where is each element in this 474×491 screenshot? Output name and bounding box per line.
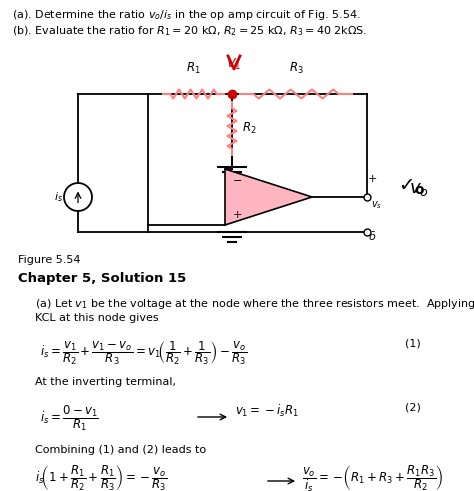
- Text: At the inverting terminal,: At the inverting terminal,: [35, 377, 176, 387]
- Polygon shape: [225, 169, 312, 225]
- Text: $v_s$: $v_s$: [372, 199, 383, 211]
- Text: (a) Let $v_1$ be the voltage at the node where the three resistors meet.  Applyi: (a) Let $v_1$ be the voltage at the node…: [35, 297, 474, 311]
- Text: $i_s = \dfrac{v_1}{R_2} + \dfrac{v_1 - v_o}{R_3} = v_1\!\left(\dfrac{1}{R_2} + \: $i_s = \dfrac{v_1}{R_2} + \dfrac{v_1 - v…: [40, 339, 247, 367]
- Text: $\checkmark_\mathbf{o}$: $\checkmark_\mathbf{o}$: [398, 177, 426, 197]
- Text: (2): (2): [405, 403, 421, 413]
- Text: $i_s = \dfrac{0 - v_1}{R_1}$: $i_s = \dfrac{0 - v_1}{R_1}$: [40, 403, 99, 433]
- Text: $+$: $+$: [232, 210, 242, 220]
- Text: $R_2$: $R_2$: [242, 121, 256, 136]
- Text: $\dfrac{v_o}{i_s} = -\!\left(R_1 + R_3 + \dfrac{R_1 R_3}{R_2}\right)$: $\dfrac{v_o}{i_s} = -\!\left(R_1 + R_3 +…: [302, 463, 443, 491]
- Text: KCL at this node gives: KCL at this node gives: [35, 313, 159, 323]
- Text: $R_3$: $R_3$: [289, 61, 303, 76]
- Text: Chapter 5, Solution 15: Chapter 5, Solution 15: [18, 272, 186, 285]
- Text: $i_s\!\left(1 + \dfrac{R_1}{R_2} + \dfrac{R_1}{R_3}\right) = -\dfrac{v_o}{R_3}$: $i_s\!\left(1 + \dfrac{R_1}{R_2} + \dfra…: [35, 463, 167, 491]
- Text: $R_1$: $R_1$: [186, 61, 201, 76]
- Text: (a). Determine the ratio $v_o/i_s$ in the op amp circuit of Fig. 5.54.: (a). Determine the ratio $v_o/i_s$ in th…: [12, 8, 361, 22]
- Text: Combining (1) and (2) leads to: Combining (1) and (2) leads to: [35, 445, 206, 455]
- Text: $v_o$: $v_o$: [409, 180, 429, 198]
- Text: $\bar{o}$: $\bar{o}$: [368, 231, 376, 243]
- Text: (1): (1): [405, 339, 421, 349]
- Text: $+$: $+$: [367, 173, 377, 185]
- Text: Figure 5.54: Figure 5.54: [18, 255, 81, 265]
- Text: $v_1 = -i_s R_1$: $v_1 = -i_s R_1$: [235, 403, 299, 419]
- Text: $-$: $-$: [232, 174, 242, 184]
- Text: (b). Evaluate the ratio for $R_1 = 20$ k$\Omega$, $R_2 = 25$ k$\Omega$, $R_3 = 4: (b). Evaluate the ratio for $R_1 = 20$ k…: [12, 24, 367, 38]
- Text: $V_1$: $V_1$: [227, 57, 242, 72]
- Text: $i_s$: $i_s$: [54, 190, 63, 204]
